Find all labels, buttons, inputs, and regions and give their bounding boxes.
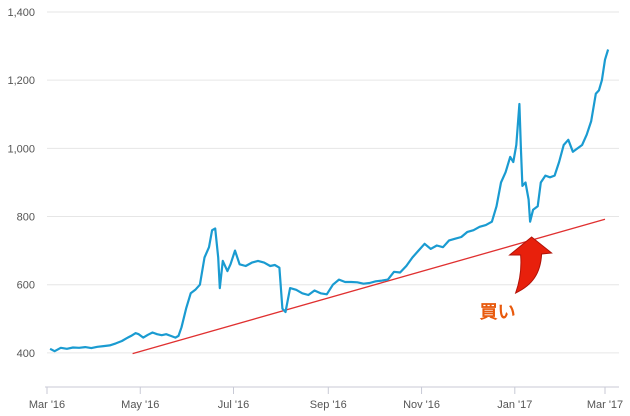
x-tick-label: Sep '16	[310, 399, 347, 411]
x-tick-label: May '16	[121, 399, 159, 411]
x-tick-label: Mar '16	[29, 399, 65, 411]
x-axis-tick-labels: Mar '16 May '16 Jul '16 Sep '16 Nov '16 Jan '…	[29, 399, 623, 411]
y-tick-label: 1,000	[7, 143, 35, 155]
x-tick-label: Jan '17	[497, 399, 532, 411]
y-tick-label: 400	[17, 348, 35, 360]
price-series-line	[49, 49, 610, 353]
y-axis-tick-labels: 400 600 800 1,000 1,200 1,400	[7, 7, 35, 360]
buy-annotation: 買い	[480, 236, 553, 323]
up-arrow-icon	[508, 236, 553, 294]
y-tick-label: 800	[17, 212, 35, 224]
x-tick-label: Jul '16	[218, 399, 249, 411]
y-tick-label: 1,400	[7, 7, 35, 19]
y-tick-label: 1,200	[7, 75, 35, 87]
buy-label: 買い	[480, 302, 516, 323]
x-axis	[45, 386, 619, 394]
x-tick-label: Mar '17	[587, 399, 623, 411]
y-tick-label: 600	[17, 280, 35, 292]
x-tick-label: Nov '16	[403, 399, 440, 411]
gridlines	[47, 11, 619, 354]
